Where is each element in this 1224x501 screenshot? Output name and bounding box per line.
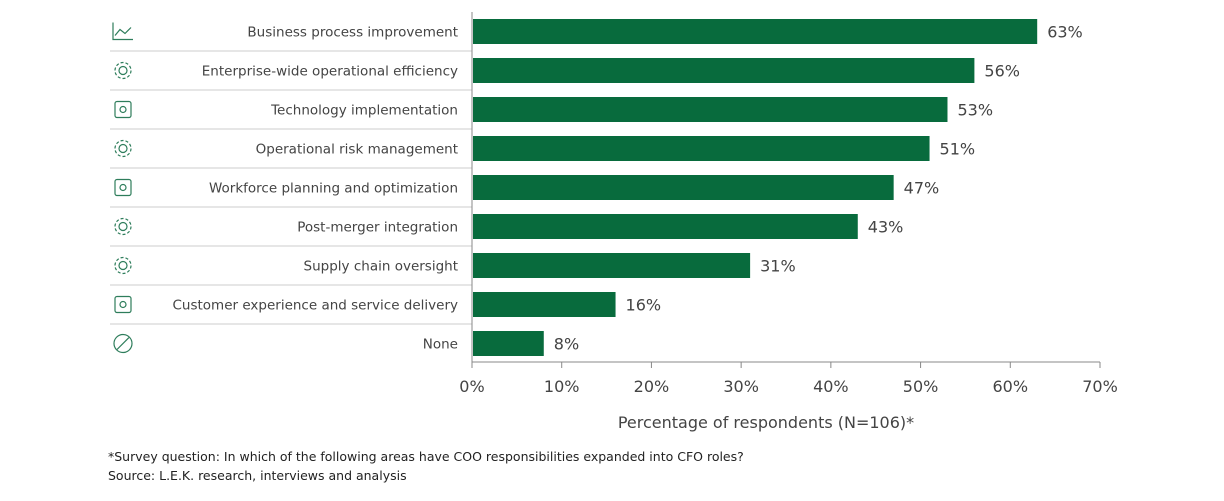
category-row: Enterprise-wide operational efficiency 56… — [110, 58, 1020, 91]
value-label: 31% — [760, 257, 796, 276]
bar — [473, 19, 1038, 44]
gear-icon — [114, 256, 132, 275]
value-label: 53% — [957, 101, 993, 120]
category-row: Operational risk management 51% — [110, 136, 976, 169]
category-row: None 8% — [113, 331, 579, 356]
x-tick-label: 60% — [993, 377, 1029, 396]
bar — [473, 58, 975, 83]
category-label: Customer experience and service delivery — [172, 298, 458, 314]
gears-icon — [114, 139, 132, 158]
x-tick-label: 20% — [634, 377, 670, 396]
bar — [473, 214, 858, 239]
strategy-play-icon — [114, 178, 132, 197]
category-label: Workforce planning and optimization — [209, 181, 458, 197]
value-label: 8% — [554, 335, 579, 354]
category-label: Enterprise-wide operational efficiency — [202, 64, 458, 80]
merge-gear-icon — [114, 217, 132, 236]
category-row: Business process improvement 63% — [110, 19, 1083, 52]
none-icon — [113, 333, 133, 354]
category-label: Post-merger integration — [297, 220, 458, 236]
category-row: Post-merger integration 43% — [110, 214, 904, 247]
bar — [473, 175, 894, 200]
value-label: 63% — [1047, 23, 1083, 42]
x-tick-label: 40% — [813, 377, 849, 396]
value-label: 56% — [984, 62, 1020, 81]
category-row: Technology implementation 53% — [110, 97, 993, 130]
category-label: Technology implementation — [270, 103, 458, 119]
bar — [473, 97, 948, 122]
customer-star-icon — [114, 295, 132, 314]
value-label: 16% — [626, 296, 662, 315]
chip-icon — [114, 100, 132, 119]
category-row: Supply chain oversight 31% — [110, 253, 796, 286]
category-row: Customer experience and service delivery… — [110, 292, 662, 325]
x-tick-label: 50% — [903, 377, 939, 396]
category-label: Operational risk management — [256, 142, 458, 158]
x-tick-label: 10% — [544, 377, 580, 396]
footnote-source: Source: L.E.K. research, interviews and … — [108, 468, 407, 483]
value-label: 47% — [904, 179, 940, 198]
line-chart-icon — [112, 22, 133, 41]
bar — [473, 292, 616, 317]
x-axis-title: Percentage of respondents (N=106)* — [618, 413, 914, 432]
bar — [473, 331, 544, 356]
value-label: 51% — [940, 140, 976, 159]
x-tick-label: 30% — [723, 377, 759, 396]
category-row: Workforce planning and optimization 47% — [110, 175, 940, 208]
footnote-survey: *Survey question: In which of the follow… — [108, 449, 744, 464]
bar — [473, 253, 751, 278]
x-tick-label: 0% — [459, 377, 484, 396]
x-tick-label: 70% — [1082, 377, 1118, 396]
bar — [473, 136, 930, 161]
value-label: 43% — [868, 218, 904, 237]
category-label: Supply chain oversight — [304, 259, 458, 275]
category-label: Business process improvement — [247, 25, 458, 41]
laptop-gear-icon — [114, 61, 132, 80]
category-label: None — [423, 337, 458, 353]
